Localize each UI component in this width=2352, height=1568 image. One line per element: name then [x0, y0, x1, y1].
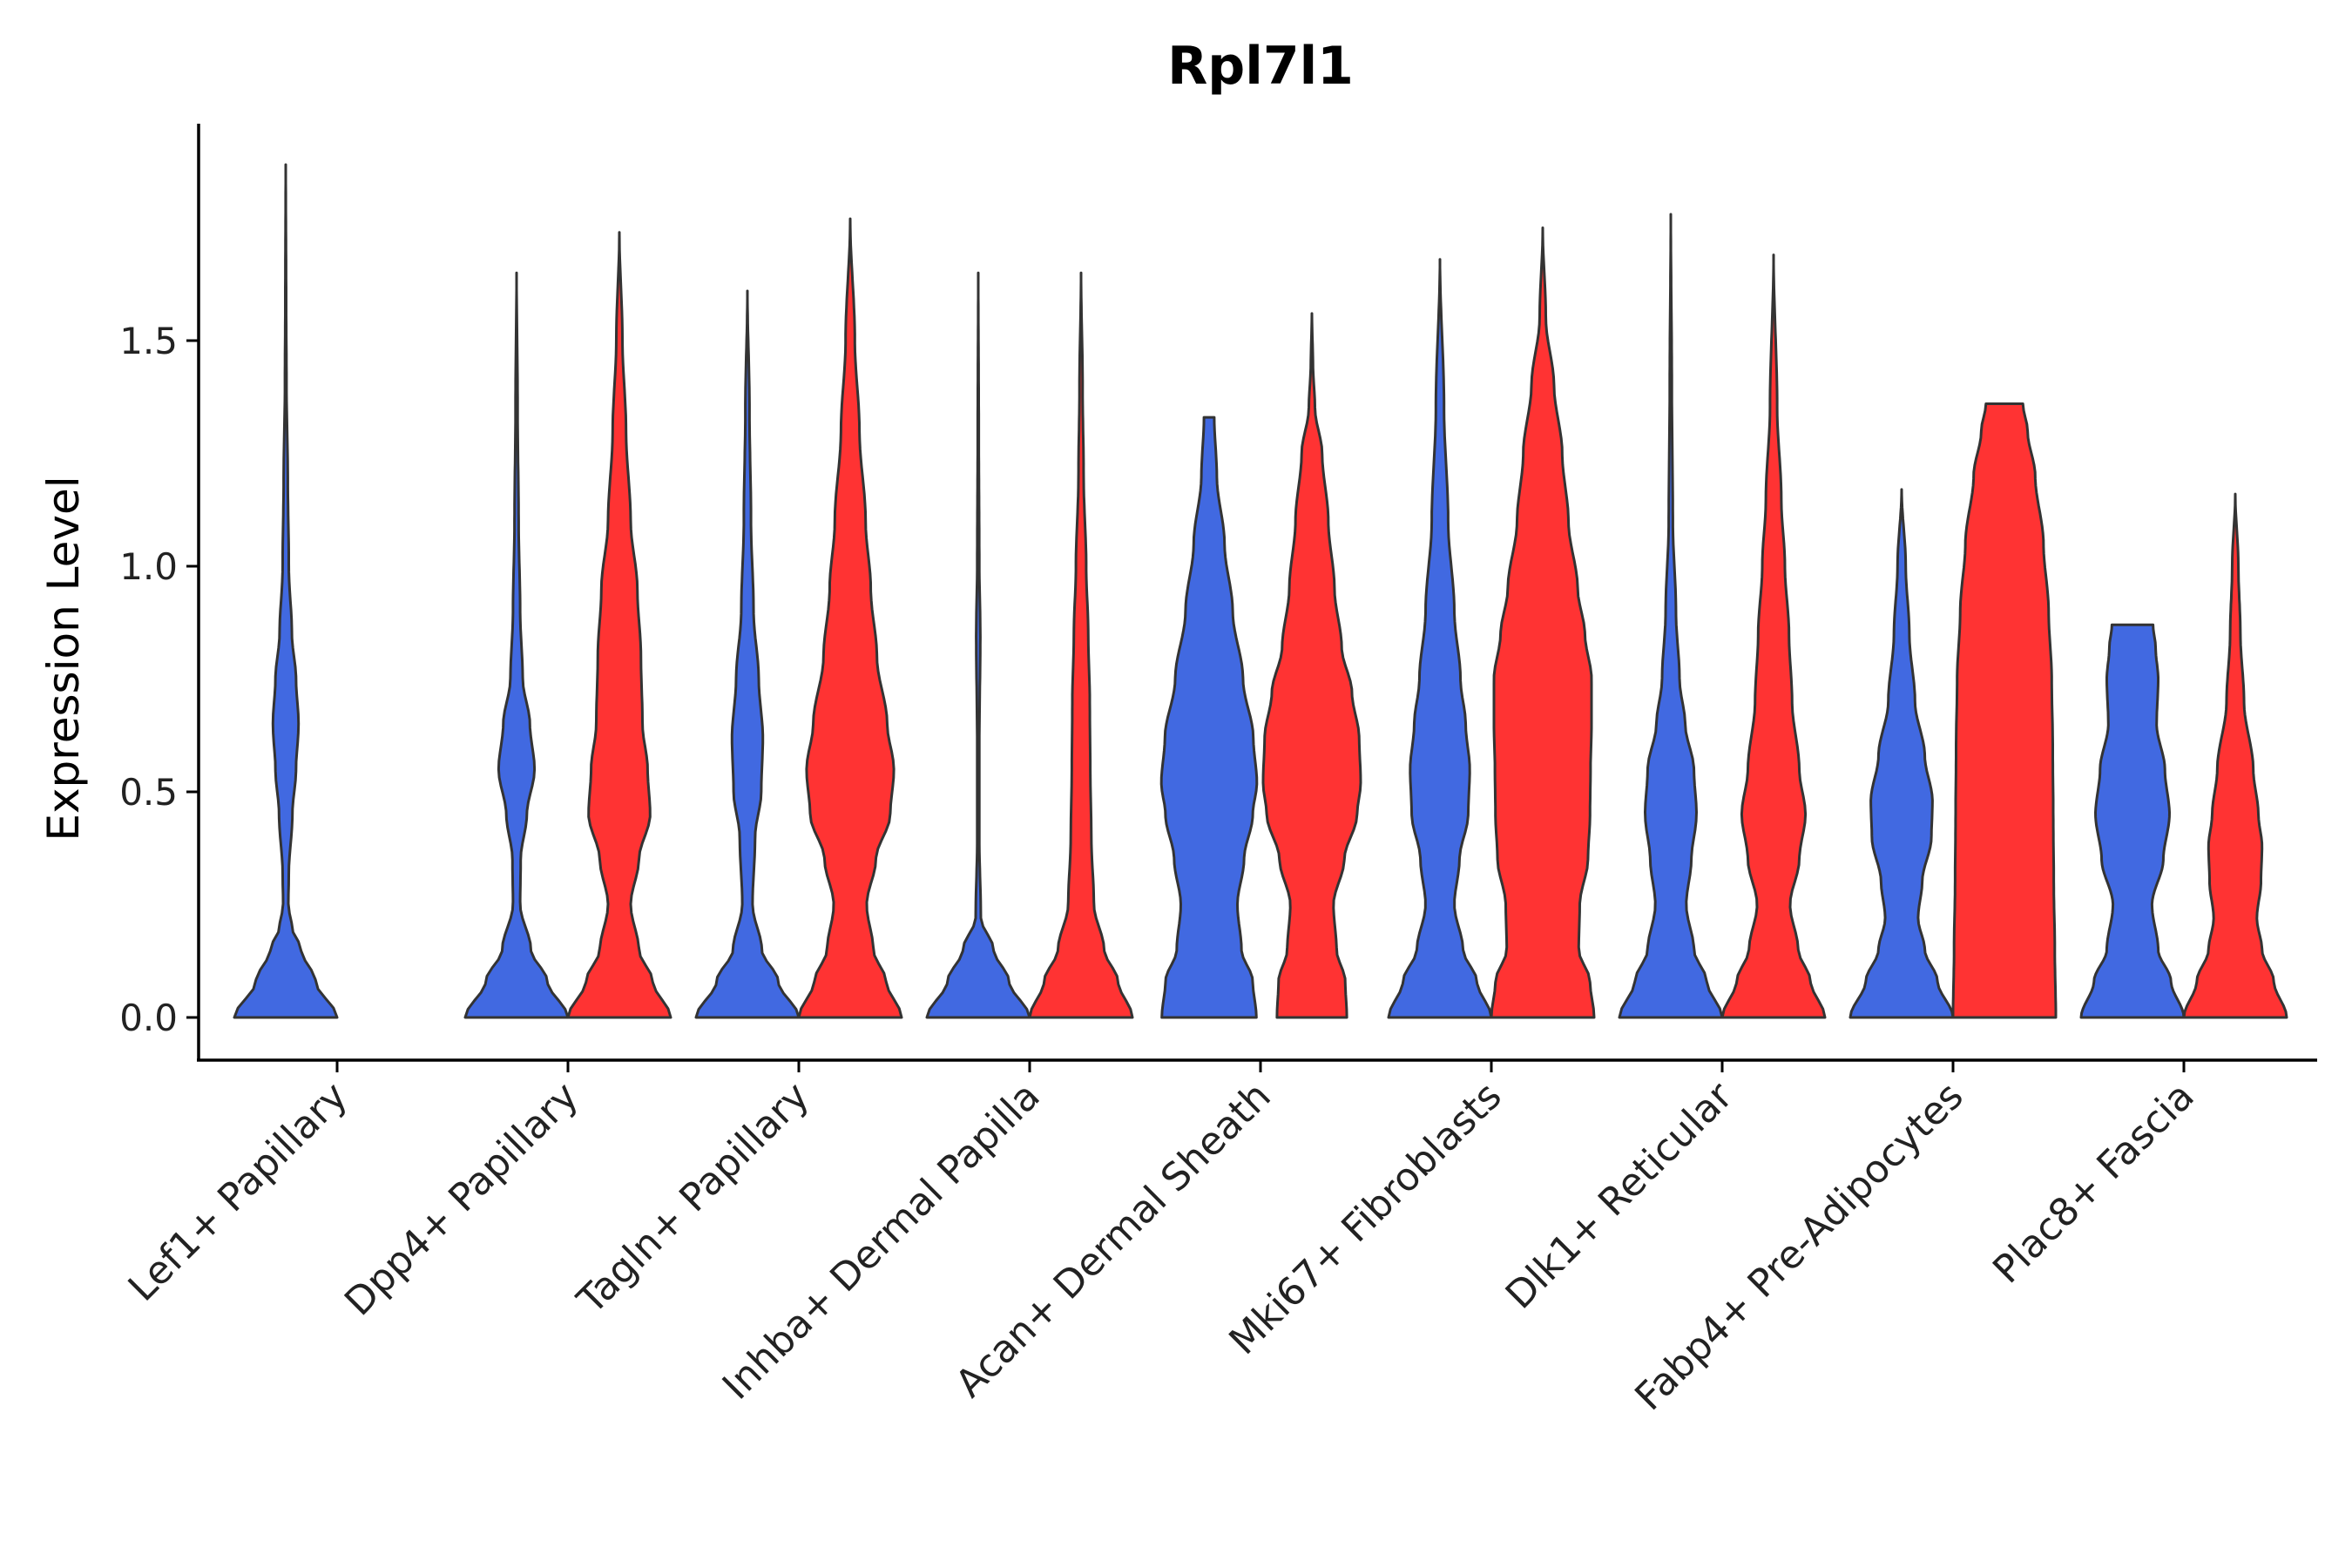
x-tick-label-plac8-fascia: Plac8+ Fascia — [1984, 1074, 2203, 1293]
violin-fabp4-pre-adipocytes-group-1 — [1848, 488, 1955, 1019]
x-tick-label-dpp4-papillary: Dpp4+ Papillary — [336, 1074, 587, 1325]
violin-tagln-papillary-group-1 — [694, 289, 801, 1019]
violin-tagln-papillary-group-2 — [797, 217, 903, 1019]
violin-plac8-fascia-group-2 — [2182, 492, 2288, 1019]
violin-dlk1-reticular-group-1 — [1618, 213, 1724, 1019]
violin-mki67-fibroblasts-group-1 — [1387, 258, 1493, 1019]
y-ticks-group: 0.0 0.5 1.0 1.5 — [119, 320, 199, 1039]
violin-dpp4-papillary-group-2 — [566, 231, 672, 1019]
y-axis-label: Expression Level — [38, 476, 89, 841]
x-tick-label-tagln-papillary: Tagln+ Papillary — [569, 1074, 818, 1323]
violin-inhba-dermal-papilla-group-1 — [925, 271, 1031, 1019]
y-tick-label-1: 0.5 — [119, 771, 178, 814]
violin-dpp4-papillary-group-1 — [463, 271, 570, 1019]
violins-group — [233, 163, 2288, 1019]
x-tick-label-lef1-papillary: Lef1+ Papillary — [120, 1074, 356, 1310]
x-tick-label-dlk1-reticular: Dlk1+ Reticular — [1497, 1073, 1742, 1318]
violin-acan-dermal-sheath-group-2 — [1261, 312, 1362, 1019]
violin-dlk1-reticular-group-2 — [1720, 253, 1827, 1019]
y-tick-label-3: 1.5 — [119, 320, 178, 362]
violin-acan-dermal-sheath-group-1 — [1159, 416, 1259, 1019]
y-tick-label-0: 0.0 — [119, 997, 178, 1039]
violin-plac8-fascia-group-1 — [2079, 623, 2186, 1019]
violin-fabp4-pre-adipocytes-group-2 — [1951, 402, 2058, 1019]
y-tick-label-2: 1.0 — [119, 545, 178, 588]
chart-title: Rpl7l1 — [1167, 36, 1354, 97]
violin-mki67-fibroblasts-group-2 — [1490, 226, 1596, 1019]
violin-inhba-dermal-papilla-group-2 — [1028, 271, 1134, 1019]
violin-lef1-papillary-group-1 — [233, 163, 339, 1019]
